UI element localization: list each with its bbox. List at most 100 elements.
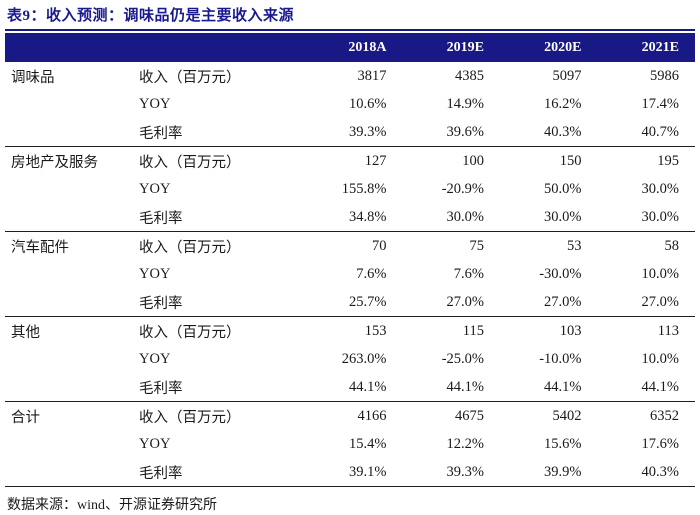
value-cell: 53 [567,237,582,254]
value-cell: 103 [559,322,582,339]
metric-cell: YOY [139,180,171,197]
category-cell [5,203,130,232]
value-cell: -20.9% [441,180,484,197]
table-row: 房地产及服务 收入（百万元） 127 100 150 195 [5,147,695,176]
value-cell: 7.6% [453,265,484,282]
col-header-2018A: 2018A [348,39,387,55]
col-header-2020E: 2020E [544,39,582,55]
metric-cell: 毛利率 [130,118,305,147]
value-cell: 12.2% [446,435,484,452]
value-cell: 155.8% [341,180,387,197]
table-row: 汽车配件 收入（百万元） 70 75 53 58 [5,232,695,261]
value-cell: 39.3% [402,458,500,487]
value-cell: 127 [364,152,387,169]
value-cell: 4166 [357,407,387,424]
value-cell: -30.0% [539,265,582,282]
category-cell: 汽车配件 [11,239,69,256]
value-cell: 14.9% [446,95,484,112]
category-cell [5,288,130,317]
value-cell: 4675 [455,407,484,424]
col-header-2021E: 2021E [641,39,679,55]
category-cell: 房地产及服务 [11,154,98,171]
category-cell [5,260,130,288]
metric-cell: 收入（百万元） [139,69,241,86]
metric-cell: YOY [139,435,171,452]
value-cell: 39.9% [500,458,598,487]
value-cell: 7.6% [356,265,387,282]
value-cell: 44.1% [402,373,500,402]
table-row: YOY 15.4% 12.2% 15.6% 17.6% [5,430,695,458]
table-row: 毛利率 34.8% 30.0% 30.0% 30.0% [5,203,695,232]
col-header-metric [130,33,305,62]
value-cell: 44.1% [500,373,598,402]
value-cell: 40.3% [500,118,598,147]
value-cell: 40.3% [597,458,695,487]
category-cell: 合计 [11,409,40,426]
col-header-category [5,33,130,62]
category-cell [5,345,130,373]
value-cell: 27.0% [500,288,598,317]
table-row: YOY 10.6% 14.9% 16.2% 17.4% [5,90,695,118]
value-cell: -10.0% [539,350,582,367]
category-cell: 其他 [11,324,40,341]
table-row: YOY 7.6% 7.6% -30.0% 10.0% [5,260,695,288]
value-cell: 153 [364,322,387,339]
header-row: 2018A 2019E 2020E 2021E [5,33,695,62]
metric-cell: 收入（百万元） [139,409,241,426]
metric-cell: YOY [139,350,171,367]
value-cell: 10.0% [641,265,679,282]
table-row: 合计 收入（百万元） 4166 4675 5402 6352 [5,402,695,431]
value-cell: 150 [559,152,582,169]
category-cell [5,430,130,458]
value-cell: 263.0% [341,350,387,367]
category-cell [5,175,130,203]
value-cell: 40.7% [597,118,695,147]
value-cell: 39.1% [305,458,403,487]
value-cell: 15.4% [349,435,387,452]
category-cell [5,373,130,402]
value-cell: 15.6% [544,435,582,452]
value-cell: 5097 [552,67,582,84]
col-header-2019E: 2019E [446,39,484,55]
table-row: 毛利率 39.1% 39.3% 39.9% 40.3% [5,458,695,487]
metric-cell: YOY [139,95,171,112]
value-cell: 17.4% [641,95,679,112]
value-cell: 25.7% [305,288,403,317]
page-title: 表9：收入预测：调味品仍是主要收入来源 [7,8,295,24]
value-cell: 5986 [650,67,679,84]
value-cell: 39.3% [305,118,403,147]
value-cell: 50.0% [544,180,582,197]
value-cell: 100 [462,152,484,169]
value-cell: 6352 [650,407,679,424]
category-cell: 调味品 [11,69,55,86]
value-cell: 3817 [357,67,387,84]
table-row: 毛利率 44.1% 44.1% 44.1% 44.1% [5,373,695,402]
category-cell [5,458,130,487]
table-row: 毛利率 25.7% 27.0% 27.0% 27.0% [5,288,695,317]
metric-cell: 毛利率 [130,373,305,402]
table-row: 其他 收入（百万元） 153 115 103 113 [5,317,695,346]
value-cell: -25.0% [441,350,484,367]
value-cell: 30.0% [402,203,500,232]
revenue-forecast-table: 2018A 2019E 2020E 2021E 调味品 收入（百万元） 3817… [5,33,695,487]
value-cell: 17.6% [641,435,679,452]
metric-cell: 收入（百万元） [139,324,241,341]
value-cell: 4385 [455,67,484,84]
value-cell: 30.0% [500,203,598,232]
table-row: YOY 263.0% -25.0% -10.0% 10.0% [5,345,695,373]
value-cell: 27.0% [597,288,695,317]
table-row: YOY 155.8% -20.9% 50.0% 30.0% [5,175,695,203]
metric-cell: YOY [139,265,171,282]
value-cell: 16.2% [544,95,582,112]
value-cell: 58 [664,237,680,254]
value-cell: 75 [469,237,485,254]
source-note: 数据来源：wind、开源证券研究所 [7,498,217,513]
value-cell: 10.6% [349,95,387,112]
table-row: 毛利率 39.3% 39.6% 40.3% 40.7% [5,118,695,147]
value-cell: 70 [372,237,387,254]
value-cell: 30.0% [597,203,695,232]
category-cell [5,90,130,118]
value-cell: 195 [657,152,679,169]
value-cell: 44.1% [597,373,695,402]
